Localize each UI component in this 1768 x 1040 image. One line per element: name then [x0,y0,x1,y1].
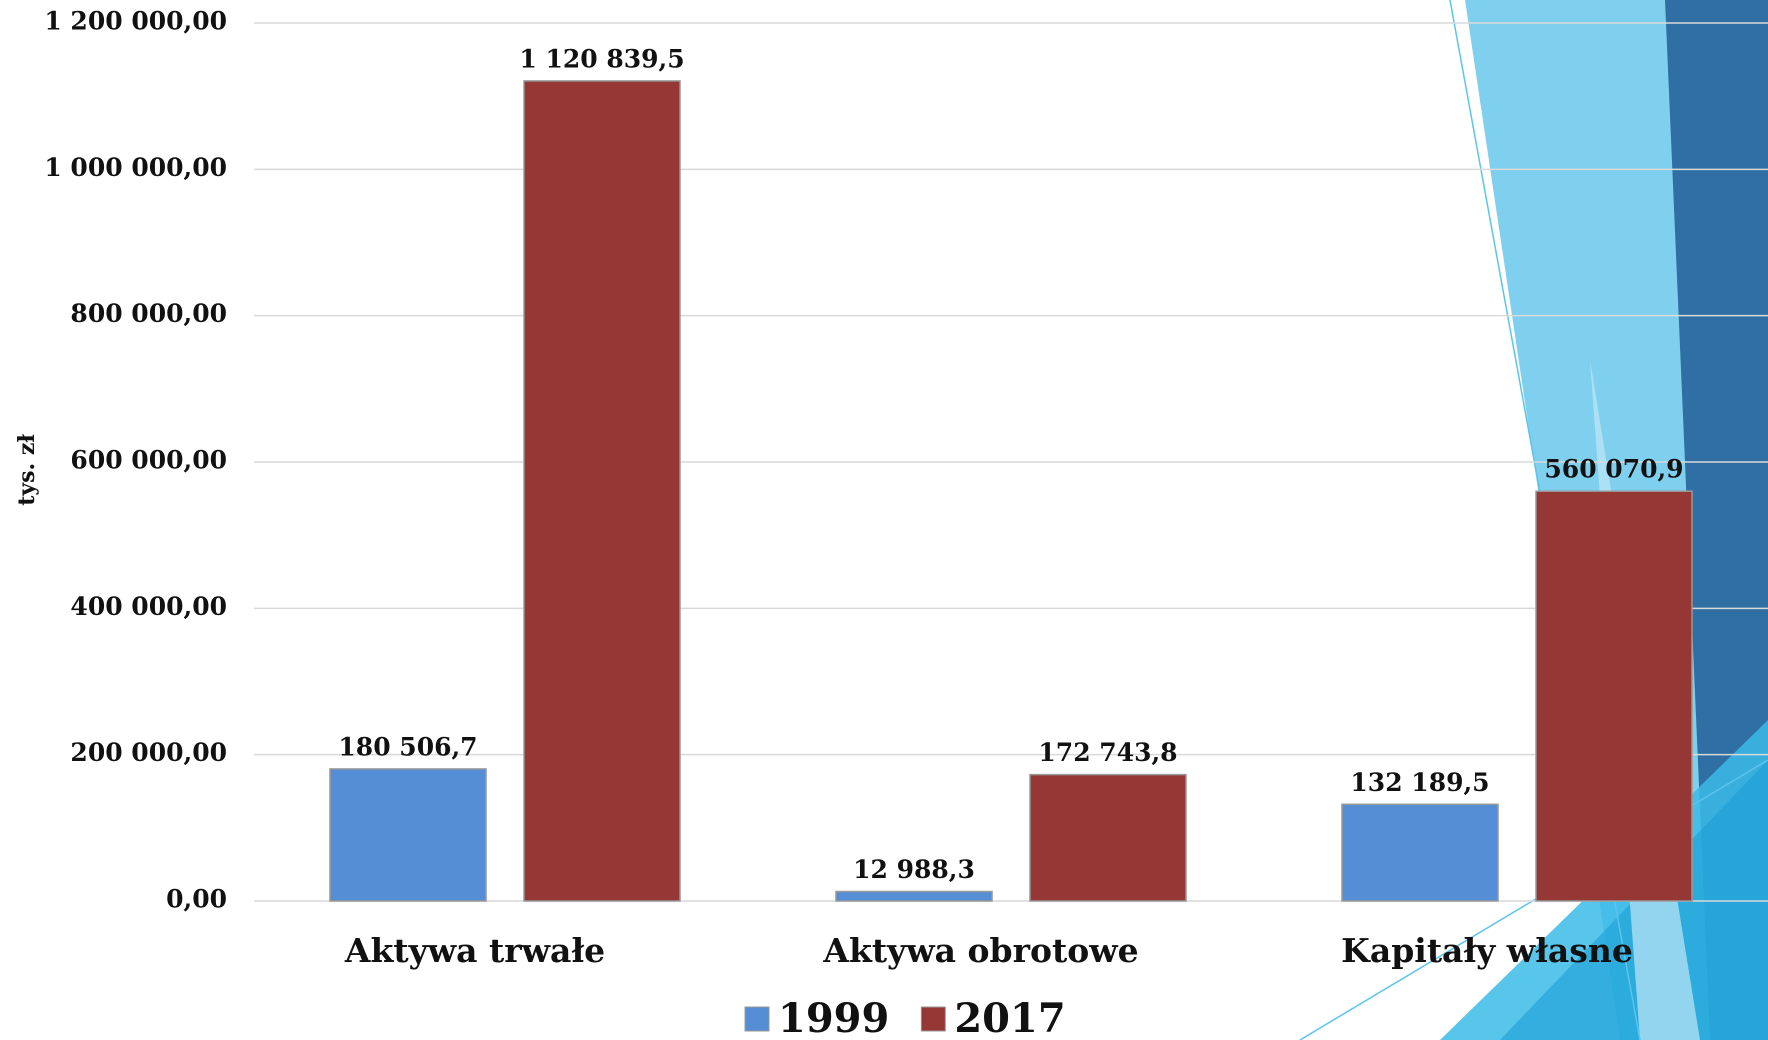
y-tick-label: 0,00 [166,885,227,914]
bar [1029,773,1187,902]
bar [1535,490,1693,902]
value-label: 180 506,7 [338,732,477,761]
value-label: 132 189,5 [1350,768,1489,797]
legend-swatch [920,1006,946,1032]
value-label: 172 743,8 [1038,738,1177,767]
y-tick-label: 400 000,00 [70,592,227,621]
y-tick-label: 600 000,00 [70,446,227,475]
y-tick-label: 800 000,00 [70,299,227,328]
bar [523,80,681,902]
y-axis-title: tys. zł [14,434,40,506]
legend-swatch [744,1006,770,1032]
bar [1341,803,1499,902]
value-label: 560 070,9 [1544,455,1683,484]
x-tick-label: Aktywa obrotowe [822,931,1138,970]
y-tick-label: 1 000 000,00 [44,153,227,182]
x-tick-label: Kapitały własne [1341,931,1633,970]
x-tick-label: Aktywa trwałe [344,931,605,970]
y-tick-label: 1 200 000,00 [44,7,227,36]
bar [329,768,487,902]
legend-label: 1999 [778,995,889,1040]
y-tick-label: 200 000,00 [70,738,227,767]
bar [835,890,993,902]
value-label: 1 120 839,5 [519,44,684,73]
value-label: 12 988,3 [853,855,975,884]
legend-label: 2017 [954,995,1065,1040]
